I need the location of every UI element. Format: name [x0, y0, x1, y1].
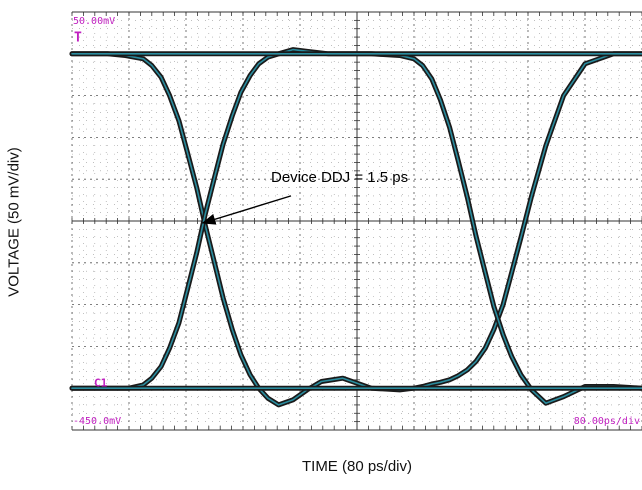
screen-label-bottom-left: -450.0mV: [73, 416, 121, 427]
screen-label-top-left: 50.00mV: [73, 16, 115, 27]
trigger-marker: T: [74, 30, 82, 45]
y-axis-label: VOLTAGE (50 mV/div): [5, 147, 23, 297]
eye-trace-inner-0: [71, 53, 642, 406]
screen-label-bottom-right: 80.00ps/div: [574, 416, 640, 427]
channel-marker: C1: [94, 377, 108, 390]
x-axis-label: TIME (80 ps/div): [301, 458, 413, 475]
annotation-text: Device DDJ = 1.5 ps: [271, 169, 408, 186]
annotation-arrow: [201, 195, 292, 225]
